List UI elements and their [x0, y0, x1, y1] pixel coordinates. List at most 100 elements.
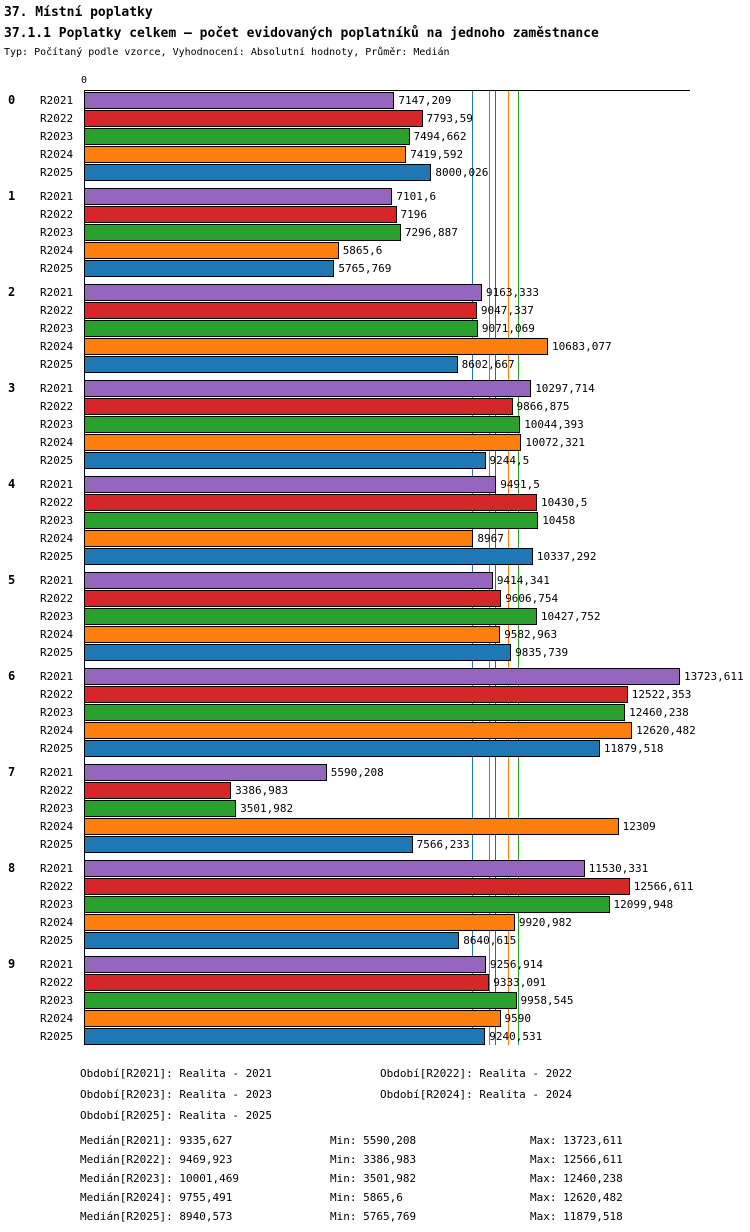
bar-area: 5865,6	[84, 241, 750, 259]
bar-area: 10458	[84, 511, 750, 529]
bar-group-8: 8 R2021 11530,331 R2022 12566,611 R2023 12099,…	[0, 859, 750, 949]
bar-area: 7147,209	[84, 91, 750, 109]
indicator-title: 37.1.1 Poplatky celkem – počet evidovaný…	[4, 26, 599, 41]
bar-value-label: 9835,739	[515, 645, 569, 659]
bar-row: R2022 7196	[0, 205, 750, 223]
stats-legend: Medián[R2021]: 9335,627 Min: 5590,208 Ma…	[80, 1134, 750, 1223]
bar-value-label: 7494,662	[413, 129, 467, 143]
bar-row: R2024 10072,321	[0, 433, 750, 451]
period-label: Období[R2025]: Realita - 2025	[80, 1109, 273, 1122]
bar-r2021	[84, 955, 486, 973]
bar-area: 12099,948	[84, 895, 750, 913]
bar-r2025	[84, 547, 533, 565]
bar-area: 5765,769	[84, 259, 750, 277]
bar-area: 9491,5	[84, 475, 750, 493]
bar-value-label: 11879,518	[603, 741, 664, 755]
bar-r2024	[84, 529, 474, 547]
bar-row: 7 R2021 5590,208	[0, 763, 750, 781]
series-label: R2024	[40, 339, 74, 353]
bar-area: 5590,208	[84, 763, 750, 781]
series-label: R2022	[40, 879, 74, 893]
bar-r2024	[84, 817, 619, 835]
x-axis-line	[84, 90, 690, 91]
group-label: 1	[8, 189, 16, 203]
bar-row: R2025 8602,667	[0, 355, 750, 373]
series-label: R2024	[40, 915, 74, 929]
series-label: R2022	[40, 783, 74, 797]
bar-r2022	[84, 301, 477, 319]
bar-value-label: 9244,5	[489, 453, 530, 467]
period-label: Období[R2024]: Realita - 2024	[380, 1088, 573, 1101]
bar-rows: 0 R2021 7147,209 R2022 7793,59 R2023 7494,662 R…	[0, 74, 750, 1045]
series-label: R2022	[40, 591, 74, 605]
bar-value-label: 7101,6	[396, 189, 437, 203]
group-label: 8	[8, 861, 16, 875]
bar-row: R2023 7296,887	[0, 223, 750, 241]
bar-group-3: 3 R2021 10297,714 R2022 9866,875 R2023 10044,3…	[0, 379, 750, 469]
bar-r2025	[84, 259, 335, 277]
bar-chart: 0 0 R2021 7147,209 R2022 7793,59 R2023 7494,66…	[0, 74, 750, 1045]
bar-row: R2022 9606,754	[0, 589, 750, 607]
series-label: R2024	[40, 435, 74, 449]
bar-value-label: 9491,5	[500, 477, 540, 491]
bar-row: R2022 9333,091	[0, 973, 750, 991]
bar-row: R2024 9590	[0, 1009, 750, 1027]
bar-r2023	[84, 223, 401, 241]
bar-area: 10683,077	[84, 337, 750, 355]
series-label: R2024	[40, 723, 74, 737]
bar-group-2: 2 R2021 9163,333 R2022 9047,337 R2023 9071,069…	[0, 283, 750, 373]
bar-area: 9256,914	[84, 955, 750, 973]
period-label: Období[R2022]: Realita - 2022	[380, 1067, 573, 1080]
bar-r2021	[84, 667, 680, 685]
bar-r2021	[84, 859, 585, 877]
bar-row: 5 R2021 9414,341	[0, 571, 750, 589]
bar-value-label: 7296,887	[404, 225, 458, 239]
series-label: R2023	[40, 609, 74, 623]
bar-row: R2025 9240,531	[0, 1027, 750, 1045]
bar-value-label: 8602,667	[461, 357, 515, 371]
bar-row: R2023 12099,948	[0, 895, 750, 913]
bar-area: 10427,752	[84, 607, 750, 625]
bar-row: R2025 7566,233	[0, 835, 750, 853]
bar-r2023	[84, 415, 521, 433]
bar-row: R2025 5765,769	[0, 259, 750, 277]
bar-r2023	[84, 127, 410, 145]
bar-area: 9590	[84, 1009, 750, 1027]
median-line-r2023	[518, 91, 520, 1045]
bar-r2025	[84, 835, 413, 853]
min-label: Min: 3501,982	[330, 1172, 417, 1185]
bar-row: R2022 3386,983	[0, 781, 750, 799]
bar-r2021	[84, 379, 532, 397]
bar-area: 9582,963	[84, 625, 750, 643]
bar-value-label: 7196	[400, 207, 428, 221]
bar-area: 9333,091	[84, 973, 750, 991]
bar-group-9: 9 R2021 9256,914 R2022 9333,091 R2023 9958,545…	[0, 955, 750, 1045]
bar-area: 7566,233	[84, 835, 750, 853]
group-label: 3	[8, 381, 16, 395]
bar-r2021	[84, 763, 327, 781]
group-label: 4	[8, 477, 16, 491]
bar-r2021	[84, 283, 482, 301]
bar-row: R2025 9835,739	[0, 643, 750, 661]
bar-area: 9606,754	[84, 589, 750, 607]
bar-value-label: 12566,611	[633, 879, 694, 893]
bar-r2024	[84, 145, 407, 163]
bar-group-5: 5 R2021 9414,341 R2022 9606,754 R2023 10427,75…	[0, 571, 750, 661]
period-legend: Období[R2021]: Realita - 2021 Období[R20…	[80, 1067, 750, 1122]
bar-value-label: 8967	[477, 531, 504, 545]
series-label: R2022	[40, 303, 74, 317]
bar-value-label: 10072,321	[525, 435, 585, 449]
bar-value-label: 10044,393	[524, 417, 584, 431]
group-label: 9	[8, 957, 16, 971]
bar-value-label: 10683,077	[552, 339, 612, 353]
series-label: R2022	[40, 687, 74, 701]
bar-r2025	[84, 931, 460, 949]
series-label: R2022	[40, 111, 74, 125]
bar-r2022	[84, 877, 630, 895]
bar-row: R2023 3501,982	[0, 799, 750, 817]
bar-area: 10337,292	[84, 547, 750, 565]
bar-r2025	[84, 355, 458, 373]
min-label: Min: 5865,6	[330, 1191, 403, 1204]
bar-r2024	[84, 913, 515, 931]
max-label: Max: 12620,482	[530, 1191, 623, 1204]
